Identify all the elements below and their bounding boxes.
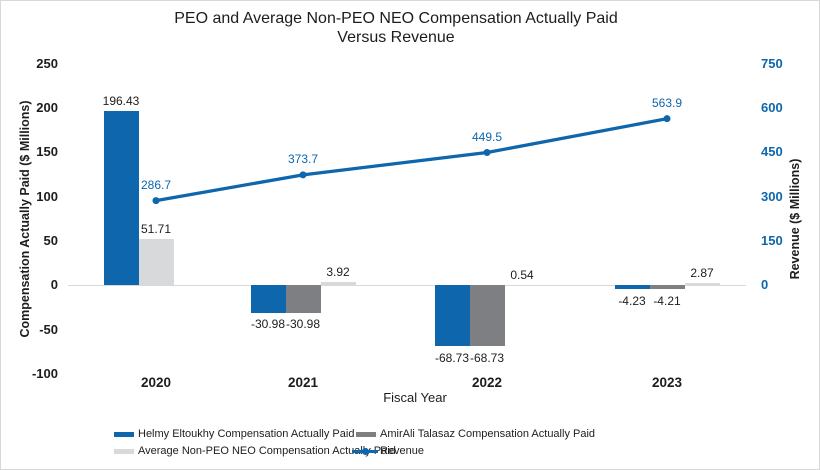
legend-marker-swatch bbox=[361, 448, 369, 455]
zero-gridline bbox=[68, 284, 746, 287]
chart-title-line1: PEO and Average Non-PEO NEO Compensation… bbox=[174, 10, 618, 27]
bar bbox=[250, 285, 286, 313]
bar-value-label: 0.54 bbox=[510, 267, 534, 282]
bar-value-label: -68.73 bbox=[469, 350, 505, 365]
y-axis-tick-label: 200 bbox=[36, 100, 58, 116]
y-axis-tick-label: 0 bbox=[50, 277, 58, 293]
bar bbox=[103, 111, 139, 286]
bar-value-label: -30.98 bbox=[250, 317, 286, 332]
bar-value-label: 196.43 bbox=[102, 94, 140, 109]
bar bbox=[285, 285, 321, 313]
bar bbox=[138, 239, 174, 286]
y2-axis-title: Revenue ($ Millions) bbox=[788, 158, 802, 280]
legend-swatch bbox=[114, 431, 134, 437]
bar-value-label: 3.92 bbox=[326, 264, 350, 279]
y-axis-tick-label: 250 bbox=[36, 55, 58, 71]
bar bbox=[469, 285, 505, 347]
revenue-value-label: 286.7 bbox=[140, 178, 172, 193]
revenue-value-label: 449.5 bbox=[471, 129, 503, 144]
chart-title-line2: Versus Revenue bbox=[337, 29, 455, 46]
bar-value-label: -4.21 bbox=[653, 293, 681, 308]
bar-value-label: 2.87 bbox=[690, 265, 714, 280]
revenue-line bbox=[154, 117, 669, 203]
x-axis-category-label: 2021 bbox=[287, 375, 319, 390]
x-axis-title: Fiscal Year bbox=[383, 390, 447, 405]
bar-value-label: 51.71 bbox=[140, 222, 172, 237]
revenue-marker bbox=[299, 171, 307, 179]
y-axis-tick-label: 100 bbox=[36, 188, 58, 204]
legend-label: Average Non-PEO NEO Compensation Actuall… bbox=[138, 445, 396, 457]
legend-label: AmirAli Talasaz Compensation Actually Pa… bbox=[380, 427, 596, 440]
revenue-value-label: 563.9 bbox=[651, 96, 683, 111]
legend-label: Revenue bbox=[380, 445, 425, 457]
revenue-marker bbox=[663, 115, 671, 123]
legend-label: Helmy Eltoukhy Compensation Actually Pai… bbox=[138, 427, 355, 440]
revenue-marker bbox=[483, 148, 491, 156]
x-axis-category-label: 2023 bbox=[651, 375, 683, 390]
y2-axis-tick-label: 750 bbox=[761, 55, 783, 71]
bar bbox=[684, 282, 720, 286]
chart-title: PEO and Average Non-PEO NEO Compensation… bbox=[1, 9, 791, 47]
revenue-marker bbox=[152, 197, 160, 205]
y2-axis-tick-label: 300 bbox=[761, 188, 783, 204]
bar-value-label: -4.23 bbox=[618, 293, 646, 308]
y2-axis-tick-label: 450 bbox=[761, 144, 783, 160]
bar bbox=[320, 281, 356, 286]
bar-value-label: -68.73 bbox=[434, 350, 470, 365]
y-axis-tick-label: -50 bbox=[39, 321, 58, 337]
bar bbox=[434, 285, 470, 347]
bar bbox=[504, 284, 540, 286]
x-axis-category-label: 2022 bbox=[471, 375, 503, 390]
legend-swatch bbox=[114, 449, 134, 454]
y-axis-tick-label: 150 bbox=[36, 144, 58, 160]
y-axis-title: Compensation Actually Paid ($ Millions) bbox=[18, 100, 32, 338]
y2-axis-tick-label: 0 bbox=[761, 277, 769, 293]
bar bbox=[614, 285, 650, 290]
x-axis-category-label: 2020 bbox=[140, 375, 172, 390]
y2-axis-tick-label: 600 bbox=[761, 100, 783, 116]
y-axis-tick-label: 50 bbox=[43, 232, 58, 248]
bar-value-label: -30.98 bbox=[285, 317, 321, 332]
bar bbox=[649, 285, 685, 290]
y2-axis-tick-label: 150 bbox=[761, 232, 783, 248]
y-axis-tick-label: -100 bbox=[31, 365, 58, 381]
revenue-value-label: 373.7 bbox=[287, 152, 319, 167]
legend-swatch bbox=[356, 431, 376, 437]
